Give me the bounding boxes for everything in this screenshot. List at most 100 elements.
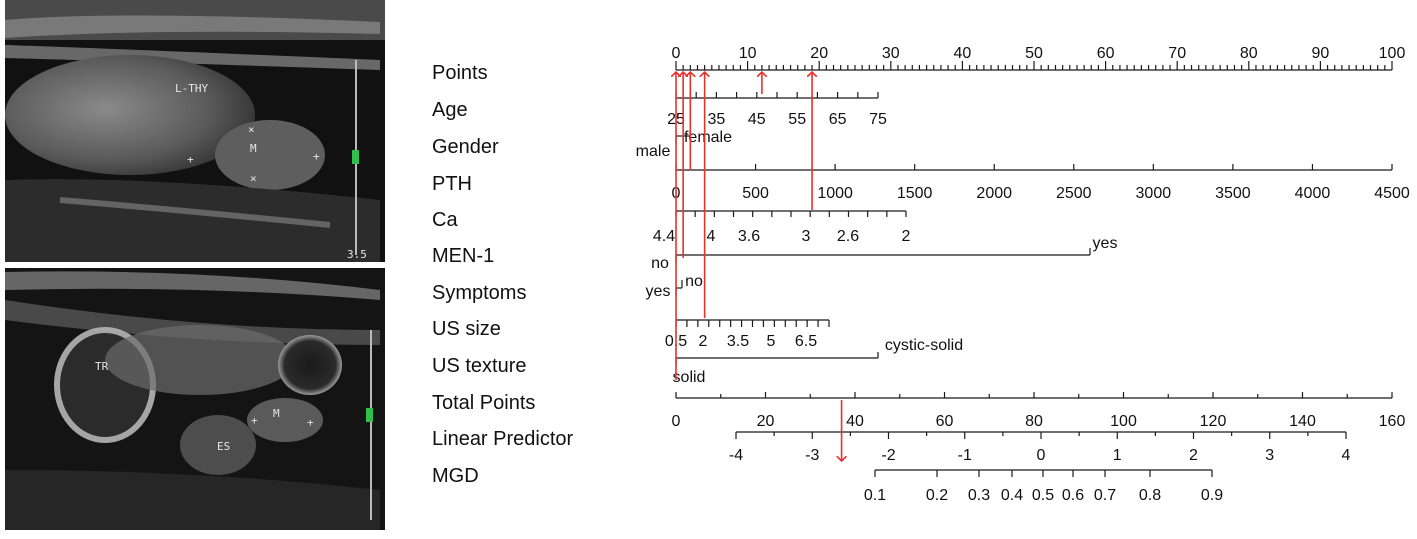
variable-label-symptoms: Symptoms — [432, 282, 526, 304]
points-tick-label: 50 — [1025, 45, 1043, 62]
linearpredictor-tick-label: -1 — [958, 447, 972, 464]
linearpredictor-tick-label: -4 — [729, 447, 743, 464]
ca-tick-label: 2 — [902, 228, 911, 245]
points-tick-label: 100 — [1379, 45, 1406, 62]
caliper-icon: + — [187, 153, 194, 166]
ustexture-level-label: solid — [673, 369, 706, 386]
label-l-thy: L-THY — [175, 82, 208, 95]
ca-tick-label: 3.6 — [738, 228, 760, 245]
ca-tick-label: 4.4 — [653, 228, 675, 245]
age-tick-label: 75 — [869, 111, 887, 128]
depth-marker-icon — [352, 150, 359, 164]
pth-tick-label: 2500 — [1056, 185, 1092, 202]
label-tr: TR — [95, 360, 109, 373]
linearpredictor-tick-label: 4 — [1342, 447, 1351, 464]
men1-level-label: yes — [1093, 235, 1118, 252]
caliper-icon: × — [250, 172, 257, 185]
ussize-tick-label: 3.5 — [727, 333, 749, 350]
linearpredictor-tick-label: -3 — [805, 447, 819, 464]
gender-level-label: male — [636, 143, 671, 160]
ultrasound-bottom: TR ES M + + — [5, 268, 385, 530]
mgd-tick-label: 0.7 — [1094, 487, 1116, 504]
totalpoints-tick-label: 0 — [672, 413, 681, 430]
pth-tick-label: 4500 — [1374, 185, 1410, 202]
label-mass-top: M — [250, 142, 257, 155]
points-tick-label: 40 — [954, 45, 972, 62]
totalpoints-tick-label: 40 — [846, 413, 864, 430]
mgd-tick-label: 0.9 — [1201, 487, 1223, 504]
age-tick-label: 45 — [748, 111, 766, 128]
label-mass-bottom: M — [273, 407, 280, 420]
linearpredictor-tick-label: 1 — [1113, 447, 1122, 464]
totalpoints-tick-label: 140 — [1289, 413, 1316, 430]
linearpredictor-tick-label: -2 — [881, 447, 895, 464]
ussize-tick-label: 6.5 — [795, 333, 817, 350]
points-tick-label: 90 — [1312, 45, 1330, 62]
pth-tick-label: 3000 — [1136, 185, 1172, 202]
mgd-tick-label: 0.1 — [864, 487, 886, 504]
points-tick-label: 60 — [1097, 45, 1115, 62]
points-tick-label: 10 — [739, 45, 757, 62]
points-tick-label: 70 — [1168, 45, 1186, 62]
totalpoints-tick-label: 120 — [1200, 413, 1227, 430]
points-tick-label: 20 — [810, 45, 828, 62]
symptoms-level-label: no — [685, 273, 703, 290]
totalpoints-tick-label: 80 — [1025, 413, 1043, 430]
linearpredictor-tick-label: 3 — [1265, 447, 1274, 464]
pth-tick-label: 4000 — [1295, 185, 1331, 202]
totalpoints-tick-label: 100 — [1110, 413, 1137, 430]
mgd-tick-label: 0.2 — [926, 487, 948, 504]
label-depth: 3.5 — [347, 248, 367, 261]
mgd-tick-label: 0.5 — [1032, 487, 1054, 504]
variable-label-gender: Gender — [432, 136, 499, 158]
ultrasound-figure: L-THY M 3.5 + + × × TR ES M + + — [5, 0, 385, 530]
linearpredictor-tick-label: 2 — [1189, 447, 1198, 464]
men1-level-label: no — [651, 255, 669, 272]
variable-label-mgd: MGD — [432, 465, 479, 487]
depth-marker-icon — [366, 408, 373, 422]
nomogram-chart: Points Age Gender PTH Ca MEN-1 Symptoms US size… — [395, 0, 1417, 534]
variable-label-age: Age — [432, 99, 468, 121]
totalpoints-tick-label: 20 — [757, 413, 775, 430]
ca-tick-label: 4 — [707, 228, 716, 245]
gender-level-label: female — [684, 129, 732, 146]
caliper-icon: + — [307, 416, 314, 429]
points-tick-label: 80 — [1240, 45, 1258, 62]
totalpoints-tick-label: 60 — [936, 413, 954, 430]
ussize-tick-label: 5 — [767, 333, 776, 350]
ultrasound-images: L-THY M 3.5 + + × × TR ES M + + — [0, 0, 395, 534]
mgd-tick-label: 0.6 — [1062, 487, 1084, 504]
ca-tick-label: 3 — [802, 228, 811, 245]
caliper-icon: + — [313, 150, 320, 163]
age-tick-label: 35 — [708, 111, 726, 128]
variable-label-total-points: Total Points — [432, 392, 535, 414]
mgd-tick-label: 0.4 — [1001, 487, 1023, 504]
variable-label-men-1: MEN-1 — [432, 245, 494, 267]
variable-label-us-texture: US texture — [432, 355, 526, 377]
pth-tick-label: 1500 — [897, 185, 933, 202]
pth-tick-label: 2000 — [976, 185, 1012, 202]
ca-tick-label: 2.6 — [837, 228, 859, 245]
age-tick-label: 65 — [829, 111, 847, 128]
variable-label-points: Points — [432, 62, 488, 84]
points-tick-label: 0 — [672, 45, 681, 62]
caliper-icon: × — [248, 123, 255, 136]
variable-label-linear-predictor: Linear Predictor — [432, 428, 574, 450]
mgd-tick-label: 0.8 — [1139, 487, 1161, 504]
variable-label-ca: Ca — [432, 209, 458, 231]
linearpredictor-tick-label: 0 — [1037, 447, 1046, 464]
nomogram-svg: Points Age Gender PTH Ca MEN-1 Symptoms US size… — [432, 45, 1410, 504]
pth-tick-label: 500 — [742, 185, 769, 202]
ultrasound-top: L-THY M 3.5 + + × × — [5, 0, 385, 262]
symptoms-level-label: yes — [646, 283, 671, 300]
ussize-tick-label: 2 — [699, 333, 708, 350]
ustexture-level-label: cystic-solid — [885, 337, 963, 354]
pth-tick-label: 1000 — [817, 185, 853, 202]
age-tick-label: 55 — [788, 111, 806, 128]
mgd-tick-label: 0.3 — [968, 487, 990, 504]
label-es: ES — [217, 440, 230, 453]
variable-label-us-size: US size — [432, 318, 501, 340]
variable-label-pth: PTH — [432, 173, 472, 195]
caliper-icon: + — [251, 414, 258, 427]
pth-tick-label: 3500 — [1215, 185, 1251, 202]
